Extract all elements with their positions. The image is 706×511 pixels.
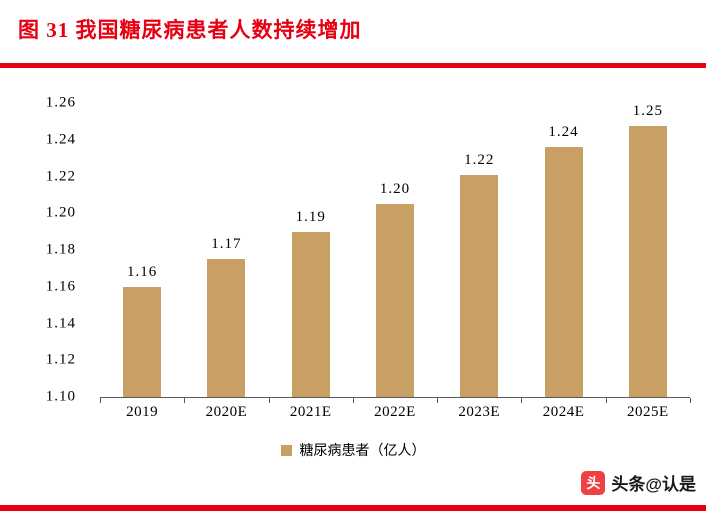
y-axis-label: 1.16 bbox=[45, 278, 76, 295]
bar bbox=[207, 259, 246, 397]
toutiao-logo-icon: 头 bbox=[581, 470, 606, 495]
y-axis-label: 1.22 bbox=[45, 168, 76, 184]
bar-group: 1.22 bbox=[437, 103, 521, 397]
bar-value-label: 1.19 bbox=[295, 209, 326, 225]
bar bbox=[628, 126, 667, 397]
bar-group: 1.25 bbox=[606, 103, 690, 397]
bar-value-label: 1.17 bbox=[211, 236, 242, 252]
title-rule bbox=[0, 63, 706, 68]
bar-group: 1.17 bbox=[184, 103, 268, 397]
bar-group: 1.19 bbox=[269, 103, 353, 397]
bar-value-label: 1.20 bbox=[379, 181, 411, 197]
watermark: 头 头条@认是 bbox=[581, 470, 696, 495]
x-axis-label: 2019 bbox=[126, 404, 159, 420]
x-axis-label: 2025E bbox=[626, 404, 669, 420]
x-tick bbox=[353, 398, 354, 403]
x-tick bbox=[521, 398, 522, 403]
x-tick bbox=[269, 398, 270, 403]
y-axis-label: 1.24 bbox=[45, 131, 76, 148]
y-axis-label: 1.14 bbox=[45, 315, 76, 331]
legend: 糖尿病患者（亿人） bbox=[0, 440, 706, 460]
x-tick bbox=[437, 398, 438, 403]
figure-title: 图 31 我国糖尿病患者人数持续增加 bbox=[18, 18, 362, 42]
x-axis-labels: 2019 2020E 2021E 2022E 2023E 2024E 2025E bbox=[100, 404, 690, 421]
y-axis-label: 1.18 bbox=[45, 241, 76, 258]
bar bbox=[123, 287, 162, 397]
bottom-rule bbox=[0, 505, 706, 511]
bar-value-label: 1.16 bbox=[127, 264, 158, 280]
x-tick bbox=[690, 398, 691, 403]
x-axis-label: 2021E bbox=[289, 404, 332, 420]
x-axis-label: 2022E bbox=[374, 404, 416, 420]
bar bbox=[291, 232, 330, 397]
bar-group: 1.16 bbox=[100, 103, 184, 397]
bar-value-label: 1.25 bbox=[632, 103, 663, 119]
bar bbox=[544, 147, 583, 397]
x-tick bbox=[606, 398, 607, 403]
x-tick bbox=[100, 398, 101, 403]
y-axis-label: 1.10 bbox=[45, 388, 76, 405]
y-axis-label: 1.26 bbox=[45, 94, 76, 111]
legend-label: 糖尿病患者（亿人） bbox=[299, 444, 426, 459]
x-tick bbox=[184, 398, 185, 403]
x-axis-label: 2020E bbox=[205, 404, 248, 420]
bar bbox=[460, 175, 499, 397]
y-axis-label: 1.12 bbox=[45, 351, 76, 368]
y-axis: 1.26 1.24 1.22 1.20 1.18 1.16 1.14 1.12 1.10 bbox=[0, 95, 88, 405]
bar bbox=[375, 204, 414, 397]
x-axis-label: 2024E bbox=[542, 404, 585, 420]
plot-area: 1.16 1.17 1.19 1.20 1.22 1.24 1.25 bbox=[100, 103, 690, 398]
y-axis-label: 1.20 bbox=[45, 204, 76, 221]
bar-group: 1.20 bbox=[353, 103, 437, 397]
bar-group: 1.24 bbox=[521, 103, 605, 397]
watermark-text: 头条@认是 bbox=[611, 475, 696, 494]
bar-value-label: 1.22 bbox=[464, 152, 495, 168]
bar-value-label: 1.24 bbox=[548, 124, 579, 140]
x-ticks bbox=[100, 397, 691, 403]
x-axis-label: 2023E bbox=[458, 404, 501, 420]
legend-swatch-icon bbox=[280, 444, 292, 456]
